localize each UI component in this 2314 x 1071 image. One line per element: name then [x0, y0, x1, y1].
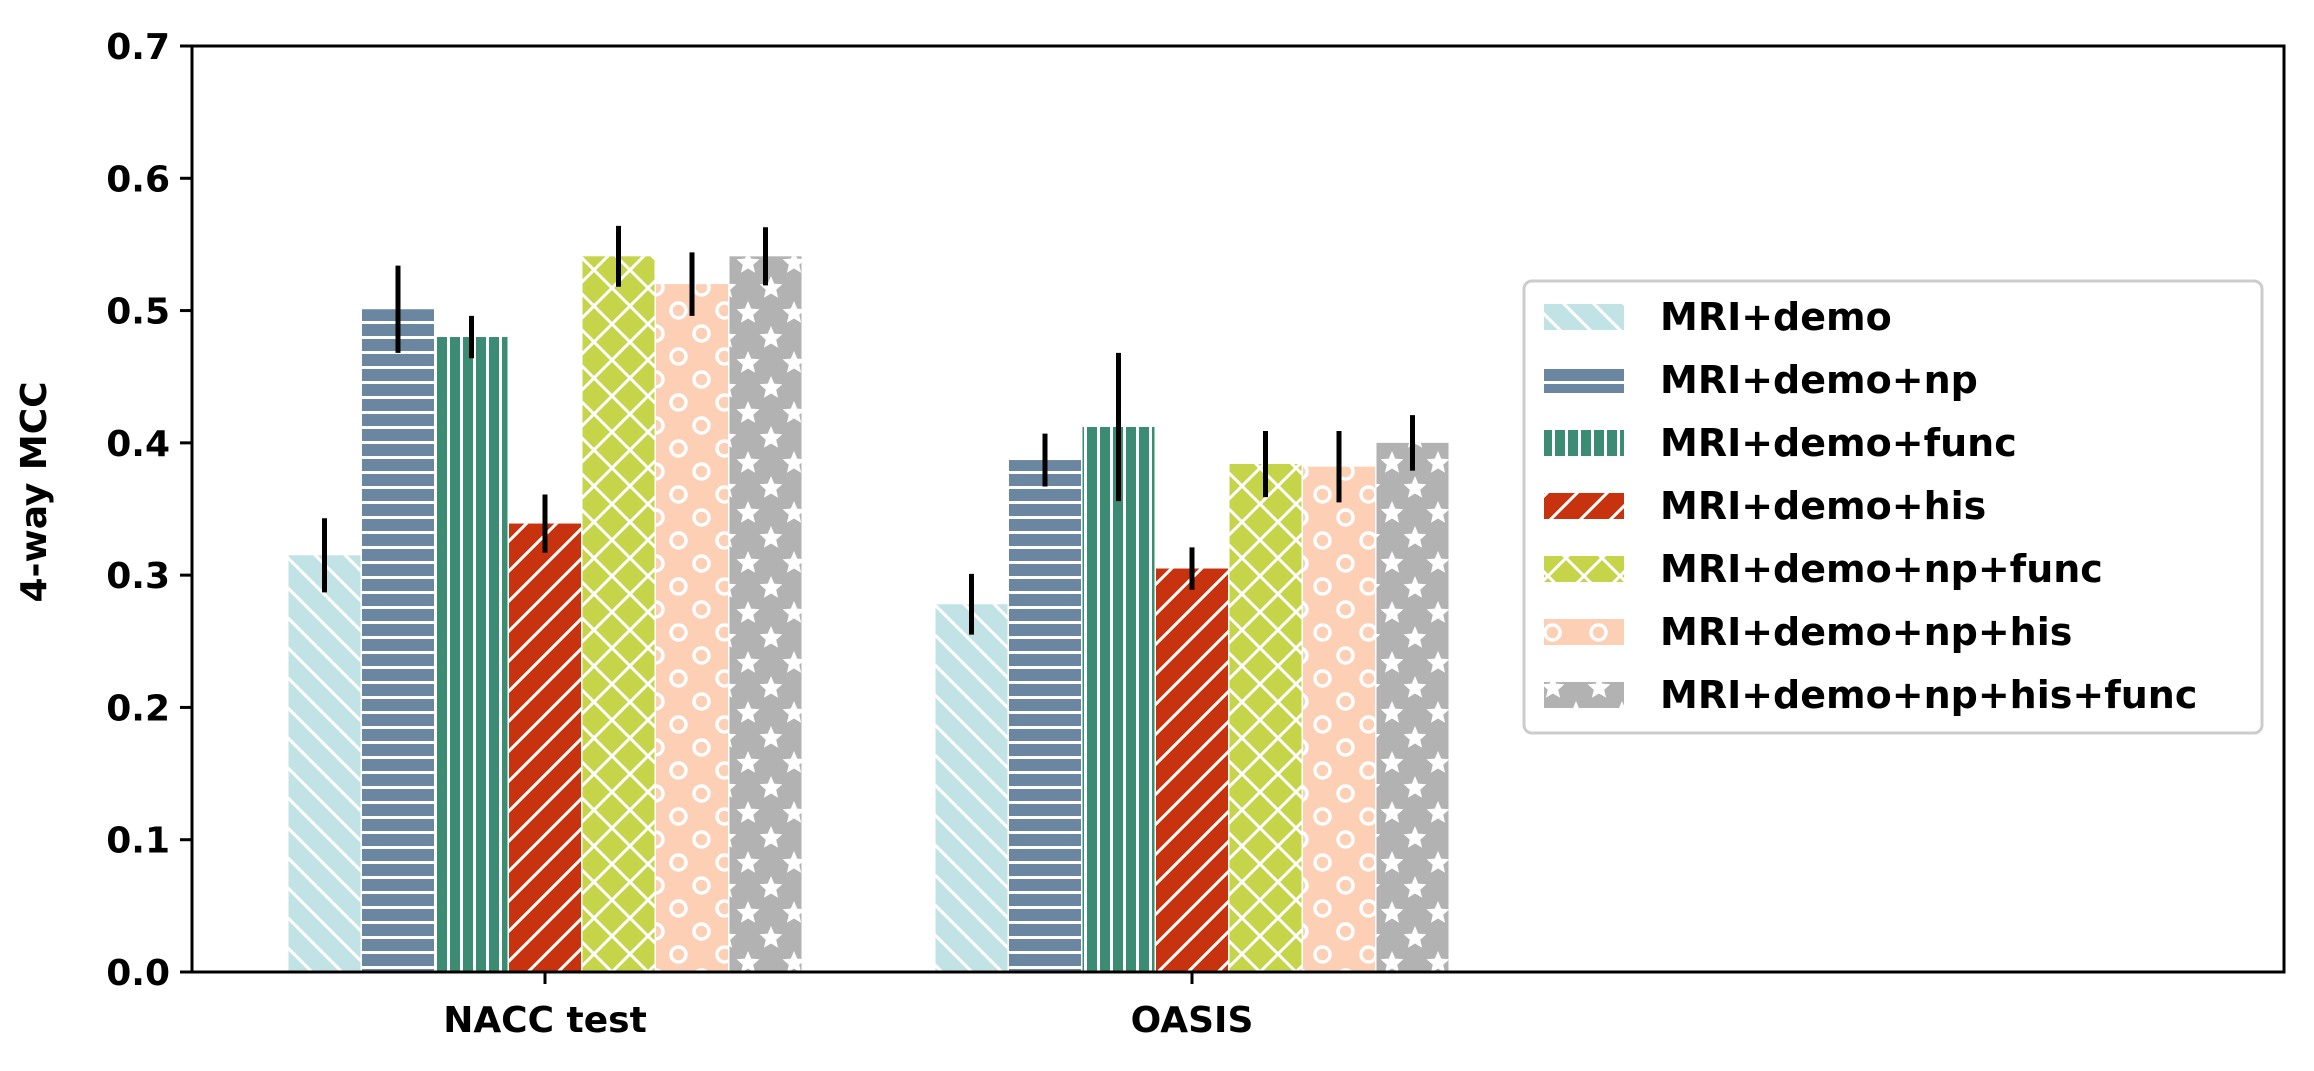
legend-label: MRI+demo+np+his — [1660, 610, 2072, 654]
legend-label: MRI+demo — [1660, 295, 1892, 339]
bar-hatch — [362, 309, 434, 973]
y-axis: 0.0 0.1 0.2 0.3 0.4 0.5 0.6 0.7 — [106, 27, 192, 994]
bar-hatch — [509, 523, 581, 972]
legend-swatch-hatch — [1544, 304, 1624, 330]
y-tick-label: 0.5 — [106, 292, 170, 333]
y-tick-label: 0.4 — [106, 424, 170, 465]
legend: MRI+demo MRI+demo+np MRI+demo+func MRI+demo… — [1522, 279, 2264, 735]
bars-group — [288, 256, 1449, 973]
legend-box — [1522, 279, 2264, 735]
bar-hatch — [1156, 568, 1228, 972]
y-tick-label: 0.2 — [106, 688, 170, 729]
y-tick-label: 0.3 — [106, 556, 170, 597]
legend-swatch-hatch — [1544, 556, 1624, 582]
y-tick-label: 0.6 — [106, 159, 170, 200]
bar-hatch — [1082, 426, 1155, 972]
bar-hatch — [935, 604, 1008, 972]
legend-swatch-hatch — [1544, 619, 1624, 645]
legend-swatch-hatch — [1544, 493, 1624, 519]
bar-hatch — [288, 555, 361, 972]
legend-label: MRI+demo+np — [1660, 358, 1978, 402]
legend-label: MRI+demo+np+func — [1660, 547, 2103, 591]
legend-label: MRI+demo+his — [1660, 484, 1986, 528]
y-axis-label: 4-way MCC — [14, 381, 55, 602]
y-tick-label: 0.0 — [106, 953, 170, 994]
y-tick-label: 0.1 — [106, 821, 170, 862]
legend-swatch-hatch — [1544, 367, 1624, 393]
x-tick-label: OASIS — [1131, 1000, 1254, 1041]
legend-swatch-hatch — [1544, 430, 1624, 456]
bar-hatch — [1009, 460, 1081, 972]
y-tick-label: 0.7 — [106, 27, 170, 68]
bar-hatch — [1303, 466, 1375, 972]
plot-frame — [190, 44, 2286, 974]
bar-hatch — [1376, 442, 1449, 972]
bar-hatch — [729, 256, 802, 972]
legend-label: MRI+demo+np+his+func — [1660, 673, 2197, 717]
errorbars-group — [322, 225, 1415, 635]
bar-hatch — [435, 337, 508, 972]
x-tick-label: NACC test — [443, 1000, 647, 1041]
bar-hatch — [582, 256, 655, 972]
x-axis: NACC test OASIS — [443, 972, 1253, 1041]
legend-label: MRI+demo+func — [1660, 421, 2017, 465]
bar-hatch — [1229, 464, 1302, 972]
legend-swatch-hatch — [1544, 682, 1624, 708]
bar-hatch — [656, 284, 728, 973]
